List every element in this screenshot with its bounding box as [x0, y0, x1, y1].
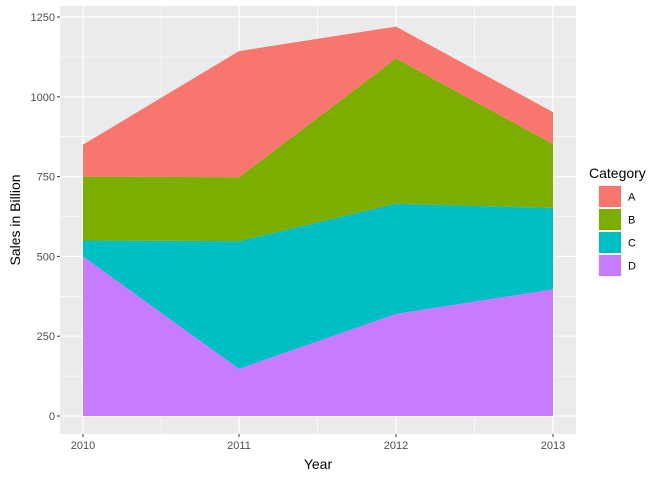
y-tick-label: 250	[37, 331, 55, 343]
x-tick-label: 2013	[541, 440, 565, 452]
y-axis-title: Sales in Billion	[7, 174, 23, 265]
y-tick-label: 1250	[31, 12, 55, 24]
legend-key-b	[599, 209, 621, 230]
area-layers	[83, 26, 553, 416]
legend-key-a	[599, 186, 621, 207]
legend-key-d	[599, 255, 621, 276]
x-tick-label: 2012	[384, 440, 408, 452]
legend-title: Category	[589, 165, 646, 181]
area-series-a	[83, 26, 553, 178]
x-axis: 2010 2011 2012 2013	[71, 434, 565, 452]
area-series-b	[83, 58, 553, 242]
legend-label-d: D	[628, 261, 636, 273]
legend-label-b: B	[628, 215, 635, 227]
legend-label-a: A	[628, 192, 636, 204]
y-tick-label: 500	[37, 251, 55, 263]
y-axis: 0 250 500 750 1000 1250	[31, 12, 60, 423]
y-tick-label: 1000	[31, 92, 55, 104]
y-tick-label: 750	[37, 172, 55, 184]
area-series-d	[83, 256, 553, 416]
x-axis-title: Year	[304, 456, 333, 472]
y-tick-label: 0	[49, 411, 55, 423]
legend-key-c	[599, 232, 621, 253]
x-tick-label: 2011	[227, 440, 251, 452]
legend-label-c: C	[628, 238, 636, 250]
x-tick-label: 2010	[71, 440, 95, 452]
area-series-c	[83, 203, 553, 369]
